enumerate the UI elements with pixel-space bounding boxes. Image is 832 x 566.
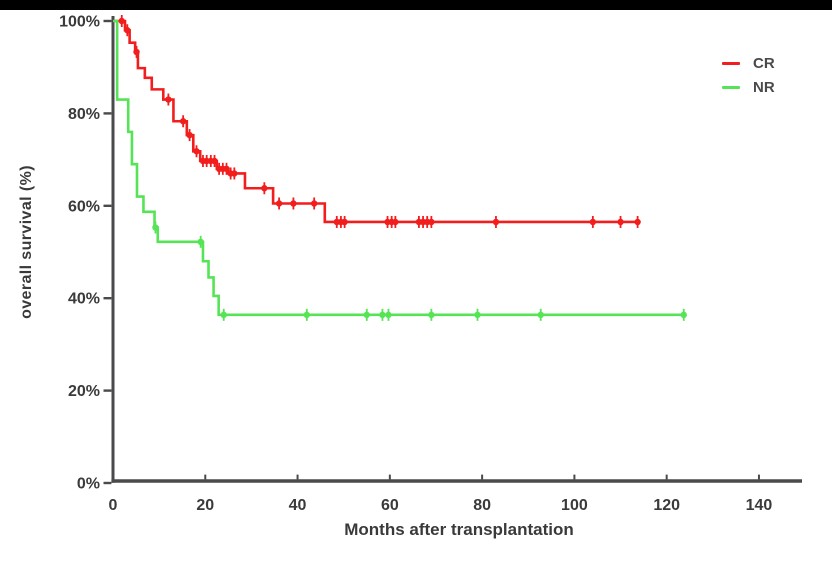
cr-censor-dot bbox=[261, 185, 268, 192]
cr-censor-dot bbox=[133, 48, 140, 56]
x-tick-label: 60 bbox=[381, 497, 399, 514]
y-tick-label: 80% bbox=[68, 106, 100, 123]
legend-row-cr: CR bbox=[722, 51, 775, 75]
x-axis-title: Months after transplantation bbox=[344, 520, 574, 539]
nr-censor-dot bbox=[537, 311, 544, 319]
nr-censor-dot bbox=[220, 311, 227, 319]
legend-label-cr: CR bbox=[753, 54, 775, 72]
nr-censor-dot bbox=[385, 311, 392, 319]
y-tick-label: 100% bbox=[59, 14, 100, 31]
cr-censor-dot bbox=[428, 218, 435, 226]
legend: CR NR bbox=[722, 51, 775, 99]
y-tick-label: 40% bbox=[68, 291, 100, 308]
cr-censor-dot bbox=[193, 148, 200, 155]
cr-censor-dot bbox=[290, 200, 297, 207]
x-tick-label: 120 bbox=[653, 497, 680, 514]
nr-censor-dot bbox=[379, 311, 386, 319]
cr-curve bbox=[113, 19, 639, 224]
y-axis-title: overall survival (%) bbox=[18, 165, 35, 319]
x-tick-label: 20 bbox=[196, 497, 214, 514]
x-tick-label: 140 bbox=[746, 497, 773, 514]
cr-censor-dot bbox=[310, 200, 318, 207]
legend-row-nr: NR bbox=[722, 75, 775, 99]
legend-label-nr: NR bbox=[753, 78, 775, 96]
nr-censor-dot bbox=[197, 238, 204, 246]
cr-censor-dot bbox=[124, 27, 131, 34]
nr-censor-dot bbox=[428, 311, 435, 319]
cr-censor-dot bbox=[118, 17, 125, 25]
cr-censor-dot bbox=[186, 131, 193, 139]
cr-censor-dot bbox=[492, 218, 500, 226]
cr-censor-dot bbox=[634, 218, 641, 226]
nr-censor-dot bbox=[680, 311, 687, 319]
nr-censor-dot bbox=[474, 311, 481, 319]
letterbox-bar bbox=[0, 0, 832, 10]
x-tick-label: 0 bbox=[109, 497, 118, 514]
cr-censor-dot bbox=[617, 218, 624, 226]
x-tick-label: 100 bbox=[561, 497, 588, 514]
cr-censor-dot bbox=[223, 165, 230, 173]
cr-censor-dot bbox=[341, 218, 348, 226]
cr-censor-dot bbox=[392, 218, 399, 226]
y-tick-label: 20% bbox=[68, 383, 100, 400]
cr-censor-dot bbox=[275, 200, 283, 207]
cr-censor-dot bbox=[211, 157, 218, 165]
cr-censor-dot bbox=[231, 170, 238, 177]
y-tick-label: 0% bbox=[77, 476, 100, 493]
nr-line-swatch bbox=[722, 85, 740, 89]
cr-line-swatch bbox=[722, 61, 740, 65]
cr-censor-dot bbox=[179, 118, 187, 125]
nr-curve bbox=[113, 19, 686, 317]
x-tick-label: 80 bbox=[473, 497, 491, 514]
y-tick-label: 60% bbox=[68, 198, 100, 215]
cr-censor-dot bbox=[589, 218, 597, 226]
nr-censor-dot bbox=[303, 311, 310, 319]
nr-censor-dot bbox=[152, 224, 159, 231]
cr-censor-dot bbox=[165, 96, 172, 103]
nr-censor-dot bbox=[363, 311, 370, 319]
x-tick-label: 40 bbox=[289, 497, 307, 514]
